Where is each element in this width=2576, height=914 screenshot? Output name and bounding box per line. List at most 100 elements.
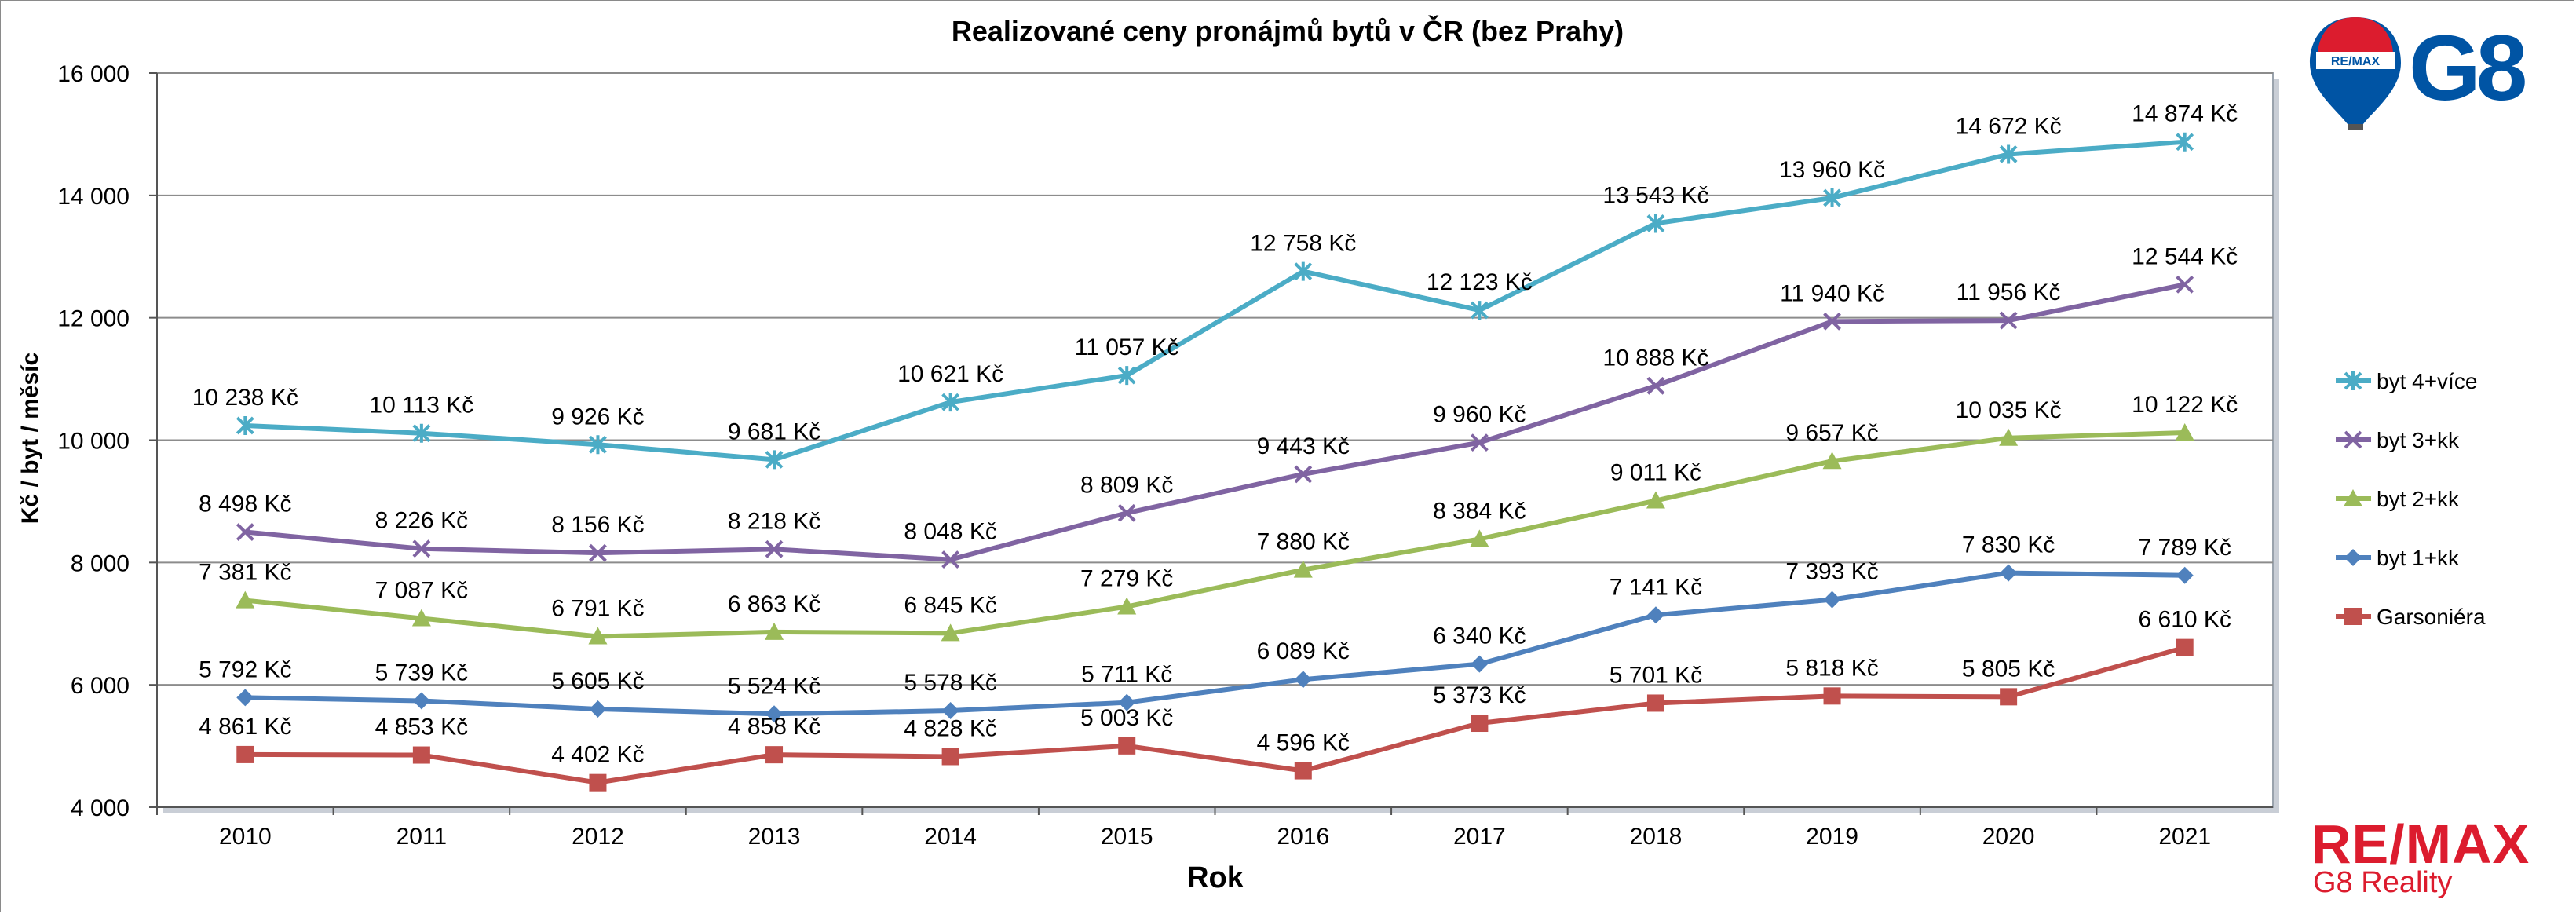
y-tick-label: 6 000 (71, 673, 130, 699)
data-label: 6 791 Kč (551, 596, 644, 622)
data-label: 5 711 Kč (1081, 662, 1172, 688)
series-line (245, 570, 2185, 717)
legend-label: byt 3+kk (2377, 428, 2460, 452)
data-point (1118, 737, 1136, 755)
data-point (1646, 694, 1664, 712)
data-label: 5 792 Kč (199, 656, 291, 682)
data-point (1646, 491, 1665, 509)
data-label: 5 373 Kč (1433, 682, 1526, 708)
data-point (1294, 671, 1312, 689)
data-label: 5 805 Kč (1962, 656, 2055, 682)
data-point (2000, 564, 2018, 582)
data-label: 6 089 Kč (1257, 638, 1350, 664)
data-label: 13 960 Kč (1779, 157, 1885, 183)
data-point (765, 705, 784, 723)
data-point (1823, 687, 1841, 705)
data-label: 11 057 Kč (1075, 335, 1179, 360)
data-label: 9 960 Kč (1433, 402, 1526, 428)
data-point (941, 550, 960, 569)
data-point (2175, 422, 2194, 441)
balloon-icon: RE/MAX (2310, 17, 2401, 130)
series-line (245, 139, 2185, 462)
data-label: 4 858 Kč (728, 714, 820, 740)
x-tick-label: 2015 (1101, 824, 1153, 850)
data-label: 5 739 Kč (375, 660, 468, 686)
x-tick-label: 2021 (2158, 824, 2211, 850)
data-label: 8 048 Kč (904, 519, 996, 545)
data-label: 8 218 Kč (728, 508, 820, 534)
y-tick-label: 16 000 (57, 61, 130, 87)
data-label: 7 279 Kč (1080, 566, 1173, 592)
data-point (941, 393, 960, 412)
data-label: 11 956 Kč (1957, 280, 2061, 305)
x-tick-label: 2017 (1453, 824, 1506, 850)
data-label: 8 226 Kč (375, 508, 468, 534)
data-point (1117, 597, 1137, 615)
remax-wordmark: RE/MAX (2311, 813, 2530, 875)
series-line (245, 645, 2186, 785)
x-tick-label: 2014 (924, 824, 977, 850)
data-label: 5 003 Kč (1080, 705, 1173, 731)
data-point (1293, 560, 1313, 578)
data-label: 7 141 Kč (1610, 574, 1702, 600)
data-point (412, 692, 430, 710)
data-label: 11 940 Kč (1780, 280, 1884, 306)
data-label: 7 087 Kč (375, 577, 468, 603)
data-point (236, 415, 254, 435)
data-point (1470, 529, 1489, 547)
legend-label: byt 1+kk (2377, 546, 2460, 570)
x-axis-label: Rok (1187, 861, 1244, 894)
data-label: 12 123 Kč (1427, 269, 1533, 295)
x-tick-label: 2019 (1806, 824, 1858, 850)
data-point (1999, 311, 2018, 330)
data-label: 5 524 Kč (728, 673, 820, 699)
data-point (941, 748, 959, 766)
data-point (765, 622, 784, 640)
data-point (1471, 655, 1489, 673)
data-label: 10 035 Kč (1956, 397, 2062, 423)
data-point (1294, 465, 1313, 484)
data-label: 6 340 Kč (1433, 623, 1526, 649)
data-label: 4 596 Kč (1257, 730, 1350, 756)
series-line (244, 430, 2185, 639)
data-point (588, 627, 608, 645)
data-point (1999, 428, 2019, 446)
data-label: 12 758 Kč (1250, 231, 1356, 257)
data-point (412, 539, 431, 558)
data-label: 8 809 Kč (1080, 472, 1173, 498)
remax-g8-reality-logo: RE/MAX G8 Reality (2308, 813, 2567, 903)
x-tick-label: 2018 (1630, 824, 1683, 850)
data-point (589, 435, 607, 455)
data-label: 8 384 Kč (1433, 498, 1526, 524)
data-point (1294, 261, 1313, 281)
x-tick-label: 2012 (572, 824, 624, 850)
x-tick-label: 2016 (1277, 824, 1329, 850)
data-point (765, 746, 784, 764)
g8-reality-text: G8 Reality (2313, 866, 2453, 899)
data-label: 10 238 Kč (192, 385, 298, 411)
data-point (589, 700, 607, 718)
data-point (765, 450, 784, 470)
data-point (941, 623, 960, 642)
data-label: 7 381 Kč (199, 560, 291, 586)
y-axis-label: Kč / byt / měsíc (17, 353, 43, 524)
data-label: 9 443 Kč (1257, 433, 1350, 459)
data-point (1646, 214, 1665, 233)
data-label: 4 402 Kč (551, 742, 644, 768)
data-point (2176, 132, 2194, 152)
data-label: 7 880 Kč (1257, 529, 1350, 555)
data-point (1117, 366, 1136, 386)
data-label: 5 578 Kč (904, 670, 996, 696)
data-point (1118, 693, 1136, 711)
legend-marker (2344, 489, 2362, 506)
legend-marker (2344, 608, 2362, 625)
data-point (1823, 188, 1841, 207)
data-point (1470, 301, 1489, 320)
data-point (236, 523, 254, 541)
data-point (236, 689, 254, 707)
data-label: 8 156 Kč (551, 512, 644, 538)
data-point (1470, 433, 1489, 452)
y-tick-label: 14 000 (57, 184, 130, 210)
chart-title: Realizované ceny pronájmů bytů v ČR (bez… (952, 14, 1624, 47)
x-tick-label: 2020 (1982, 824, 2035, 850)
